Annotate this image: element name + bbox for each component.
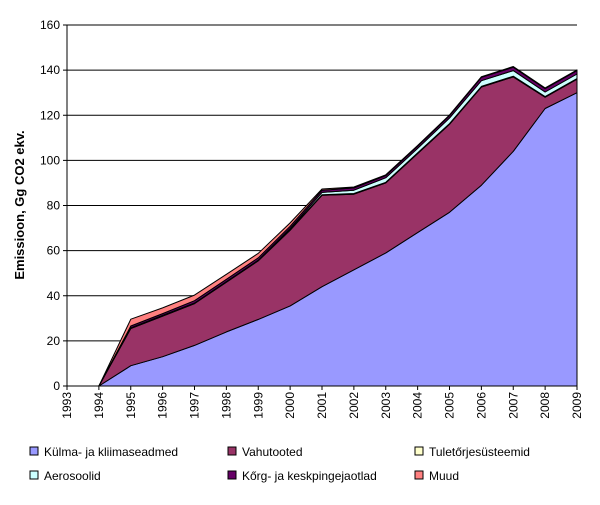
legend-label: Aerosoolid	[44, 469, 101, 483]
y-tick-label: 20	[47, 334, 61, 348]
legend-label: Vahutooted	[242, 445, 303, 459]
legend-label: Tuletőrjesüsteemid	[429, 445, 530, 459]
y-tick-label: 60	[47, 244, 61, 258]
x-tick-label: 2004	[411, 392, 425, 419]
x-tick-label: 2007	[506, 392, 520, 419]
x-tick-label: 2006	[474, 392, 488, 419]
y-tick-label: 40	[47, 289, 61, 303]
legend-swatch	[227, 446, 237, 456]
x-tick-label: 2002	[347, 392, 361, 419]
legend-swatch	[227, 470, 237, 480]
y-tick-label: 140	[40, 63, 60, 77]
x-tick-label: 2009	[570, 392, 584, 419]
legend-label: Külma- ja kliimaseadmed	[44, 445, 178, 459]
y-tick-label: 80	[47, 199, 61, 213]
x-tick-label: 2003	[379, 392, 393, 419]
x-tick-label: 2005	[443, 392, 457, 419]
x-tick-label: 2001	[315, 392, 329, 419]
y-tick-label: 120	[40, 108, 60, 122]
x-tick-label: 1999	[251, 392, 265, 419]
y-tick-label: 0	[53, 379, 60, 393]
legend-swatch	[29, 470, 39, 480]
x-tick-label: 1994	[92, 392, 106, 419]
x-tick-label: 1998	[219, 392, 233, 419]
legend-label: Kőrg- ja keskpingejaotlad	[242, 469, 377, 483]
x-tick-label: 1995	[124, 392, 138, 419]
y-tick-label: 100	[40, 153, 60, 167]
y-axis-label: Emissioon, Gg CO2 ekv.	[12, 130, 27, 279]
legend-swatch	[29, 446, 39, 456]
x-tick-label: 2008	[538, 392, 552, 419]
y-tick-label: 160	[40, 18, 60, 32]
legend-swatch	[414, 446, 424, 456]
x-tick-label: 1997	[188, 392, 202, 419]
area	[98, 66, 578, 387]
x-tick-label: 2000	[283, 392, 297, 419]
legend-label: Muud	[429, 469, 459, 483]
legend-swatch	[414, 470, 424, 480]
x-tick-label: 1996	[156, 392, 170, 419]
x-tick-label: 1993	[60, 392, 74, 419]
